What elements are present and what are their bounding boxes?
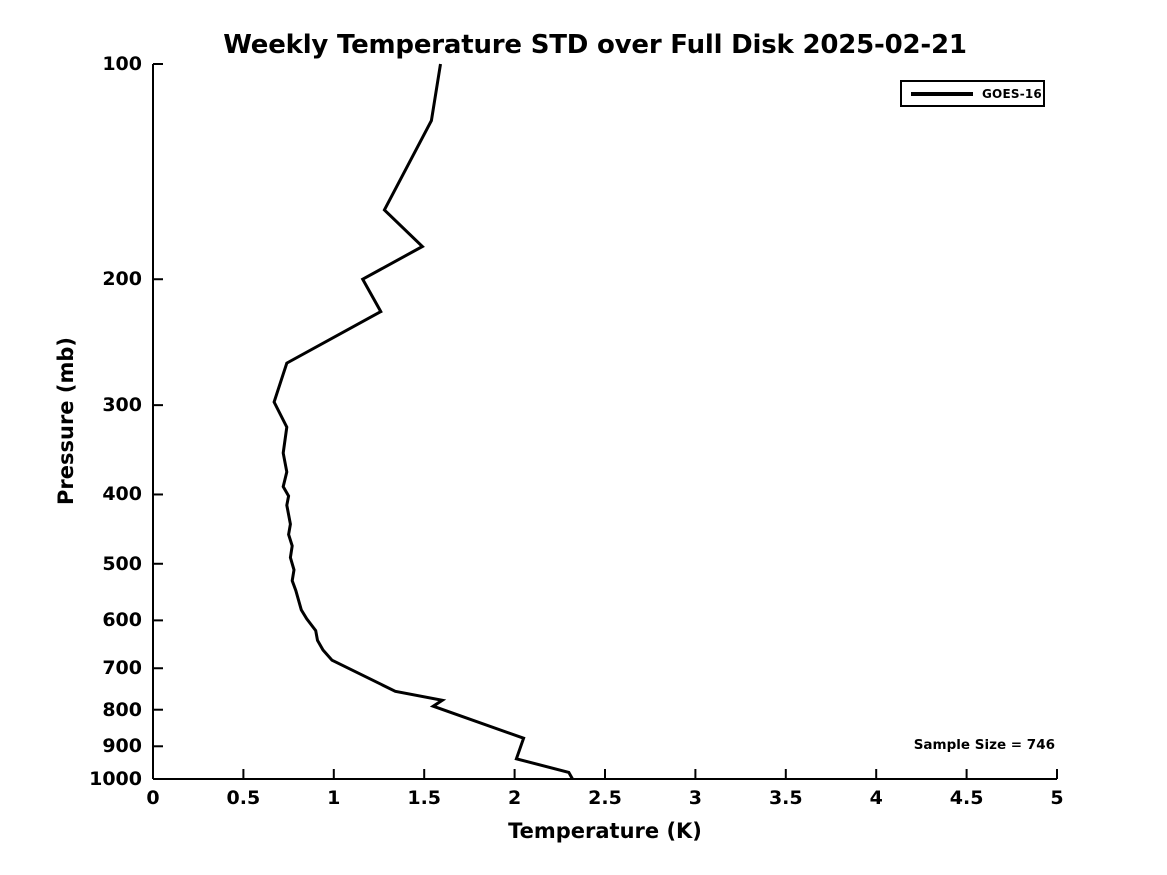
- y-tick-label: 500: [102, 552, 142, 575]
- y-tick-label: 900: [102, 735, 142, 758]
- sample-size-annotation: Sample Size = 746: [913, 737, 1055, 753]
- y-tick-label: 200: [102, 268, 142, 291]
- x-tick-label: 4.5: [949, 787, 984, 809]
- x-axis-label: Temperature (K): [508, 819, 702, 843]
- y-tick-label: 700: [102, 657, 142, 680]
- x-tick-label: 3.5: [768, 787, 803, 809]
- legend-box: GOES-16: [900, 80, 1045, 107]
- legend-label: GOES-16: [982, 86, 1042, 101]
- y-tick-label: 100: [102, 53, 142, 75]
- x-tick-label: 2.5: [588, 787, 622, 809]
- x-tick-label: 4: [869, 787, 883, 809]
- x-tick-label: 0.5: [226, 787, 261, 809]
- y-tick-label: 800: [102, 698, 142, 721]
- x-tick-label: 0: [146, 787, 160, 809]
- goes-16-series-line: [272, 63, 574, 780]
- y-tick-label: 1000: [89, 768, 142, 790]
- y-tick-label: 400: [102, 483, 142, 506]
- x-tick-label: 2: [507, 787, 522, 809]
- x-tick-label: 3: [688, 787, 703, 809]
- x-tick-label: 5: [1050, 787, 1064, 809]
- y-tick-label: 600: [102, 609, 142, 632]
- y-tick-label: 300: [102, 394, 142, 417]
- x-tick-label: 1.5: [407, 787, 442, 809]
- legend-line-swatch-icon: [911, 91, 973, 96]
- chart-title: Weekly Temperature STD over Full Disk 20…: [223, 30, 967, 60]
- x-tick-label: 1: [327, 787, 341, 809]
